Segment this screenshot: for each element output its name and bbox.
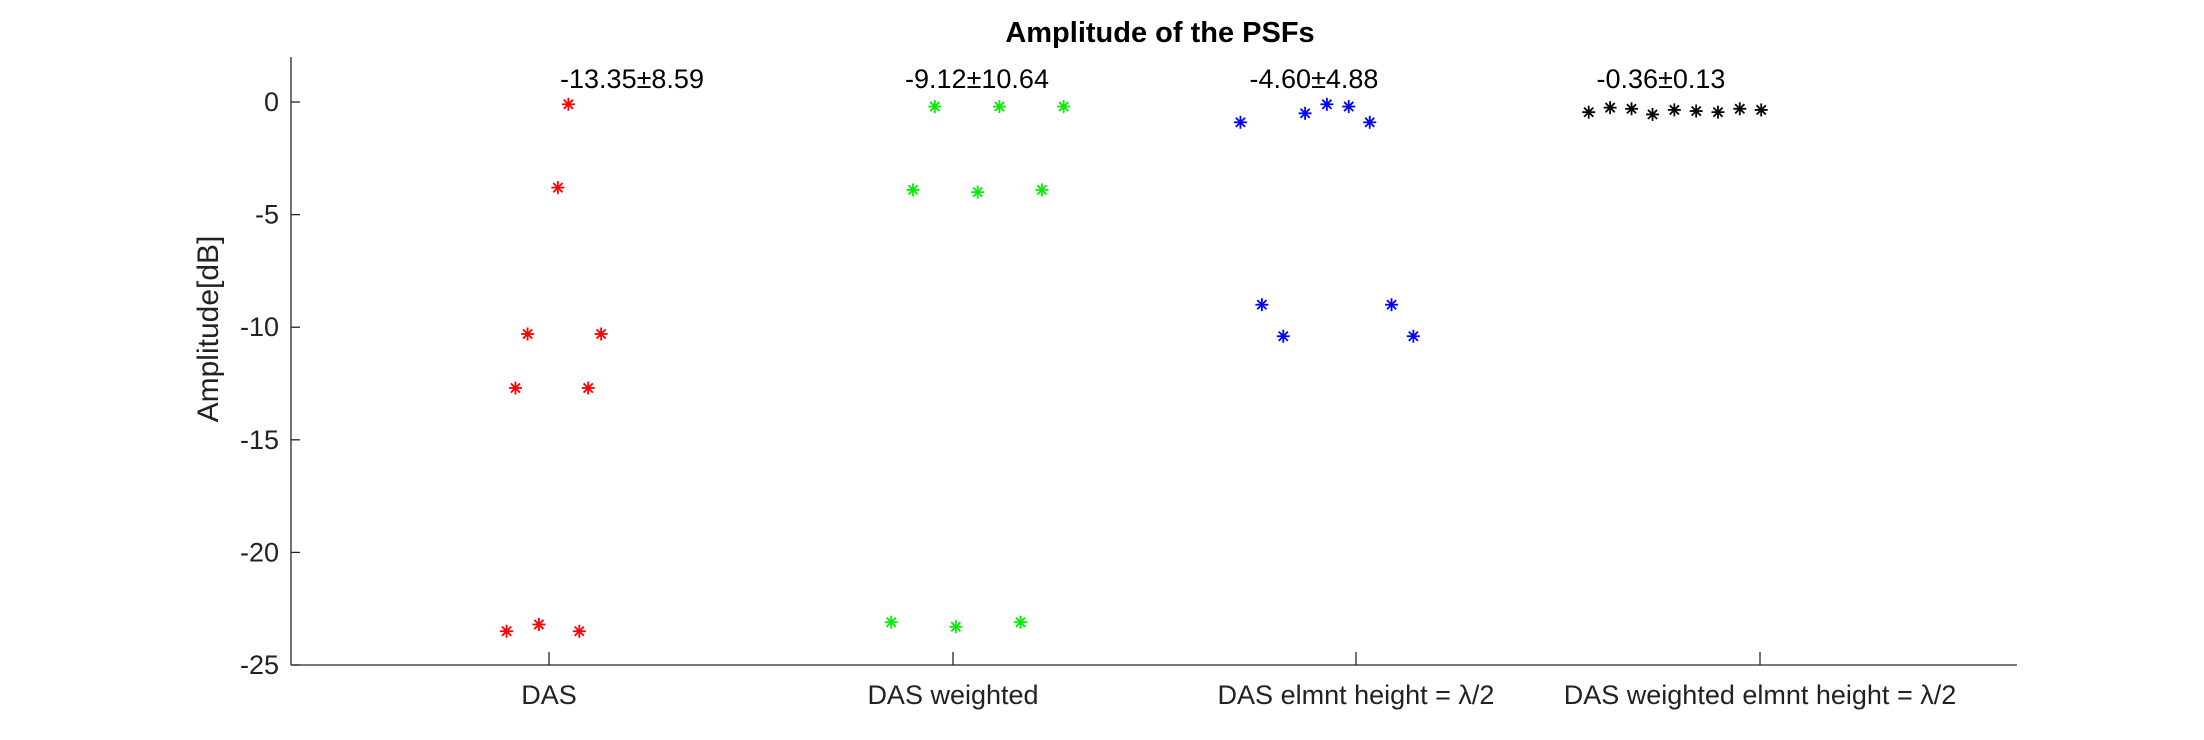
data-point <box>581 381 595 395</box>
data-point <box>1754 103 1768 117</box>
data-point <box>572 624 586 638</box>
data-point <box>1603 101 1617 115</box>
annotations: -13.35±8.59 -9.12±10.64 -4.60±4.88 -0.36±0.… <box>560 64 1725 94</box>
data-point <box>992 100 1006 114</box>
data-point <box>1035 183 1049 197</box>
data-point <box>1276 329 1290 343</box>
data-point <box>1255 298 1269 312</box>
data-point <box>594 327 608 341</box>
data-point <box>1406 329 1420 343</box>
y-tick-label: -15 <box>240 425 279 455</box>
data-point <box>1385 298 1399 312</box>
mean-std-annotation: -13.35±8.59 <box>560 64 704 94</box>
data-point <box>971 185 985 199</box>
mean-std-annotation: -4.60±4.88 <box>1250 64 1379 94</box>
data-point <box>551 181 565 195</box>
data-point <box>561 97 575 111</box>
y-tick-label: -5 <box>255 200 279 230</box>
y-ticks: 0 -5 -10 -15 -20 -25 <box>240 87 300 680</box>
data-point <box>949 620 963 634</box>
data-point <box>928 100 942 114</box>
y-tick-label: -10 <box>240 312 279 342</box>
data-point <box>1733 102 1747 116</box>
y-tick-label: -25 <box>240 650 279 680</box>
data-point <box>532 617 546 631</box>
data-point <box>1013 615 1027 629</box>
y-tick-label: -20 <box>240 537 279 567</box>
data-point <box>1320 97 1334 111</box>
mean-std-annotation: -0.36±0.13 <box>1597 64 1726 94</box>
y-tick-label: 0 <box>264 87 279 117</box>
x-tick-label: DAS elmnt height = λ/2 <box>1218 680 1495 710</box>
data-point <box>1667 103 1681 117</box>
data-point <box>500 624 514 638</box>
data-point <box>521 327 535 341</box>
data-point <box>1057 100 1071 114</box>
chart-title: Amplitude of the PSFs <box>1005 17 1314 49</box>
data-point <box>1233 115 1247 129</box>
data-point <box>884 615 898 629</box>
data-point <box>906 183 920 197</box>
data-point <box>508 381 522 395</box>
data-point <box>1582 105 1596 119</box>
x-ticks: DAS DAS weighted DAS elmnt height = λ/2 DAS… <box>521 652 1956 710</box>
x-tick-label: DAS weighted elmnt height = λ/2 <box>1564 680 1956 710</box>
x-tick-label: DAS <box>521 680 577 710</box>
x-tick-label: DAS weighted <box>867 680 1038 710</box>
data-point <box>1711 105 1725 119</box>
data-point <box>1689 104 1703 118</box>
data-point <box>1298 106 1312 120</box>
y-axis-label: Amplitude[dB] <box>192 236 225 423</box>
data-point <box>1342 100 1356 114</box>
data-point <box>1625 102 1639 116</box>
mean-std-annotation: -9.12±10.64 <box>905 64 1049 94</box>
data-points <box>500 97 1768 638</box>
data-point <box>1363 115 1377 129</box>
data-point <box>1646 107 1660 121</box>
